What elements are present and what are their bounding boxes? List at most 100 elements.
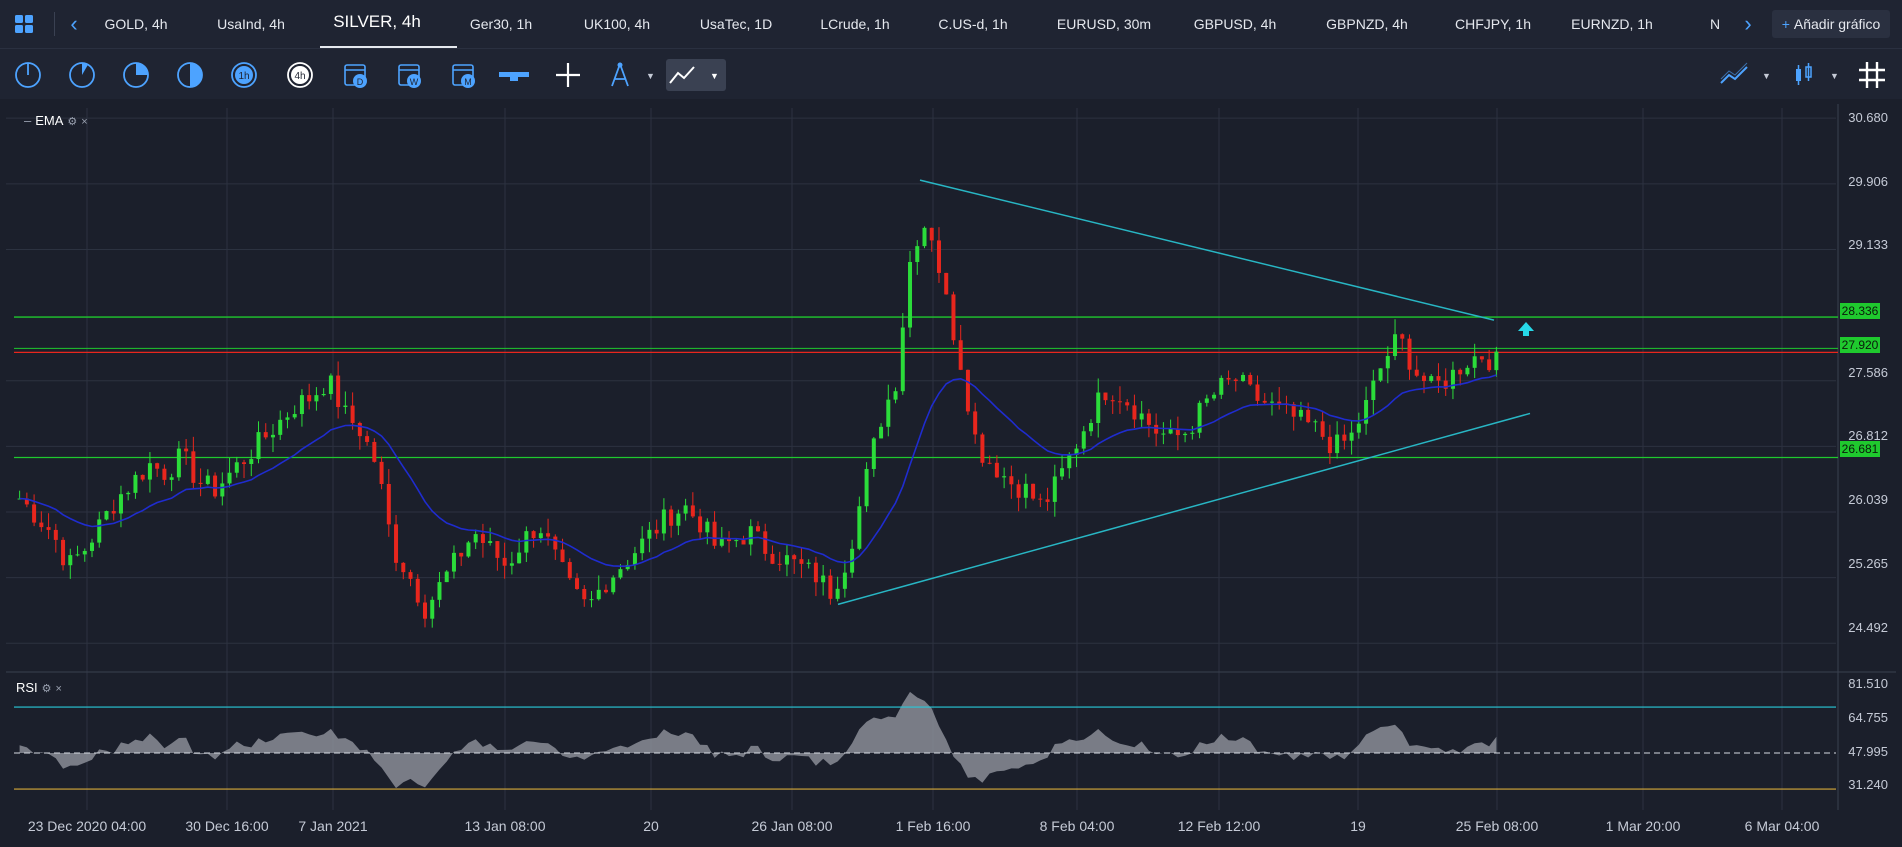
- time-axis-label: 6 Mar 04:00: [1744, 818, 1820, 834]
- range-selector-icon[interactable]: [498, 59, 530, 91]
- chart-type-caret-icon[interactable]: ▼: [1830, 71, 1839, 81]
- close-icon[interactable]: ×: [55, 683, 62, 695]
- level-price-tag: 26.681: [1840, 441, 1880, 457]
- time-axis-label: 20: [643, 818, 659, 834]
- rsi-axis-label: 64.755: [1848, 710, 1888, 725]
- chart-type-candles-icon[interactable]: [1788, 59, 1820, 91]
- rsi-axis-label: 47.995: [1848, 744, 1888, 759]
- candle-body: [654, 529, 659, 534]
- tab-eurnzd-1h[interactable]: EURNZD, 1h: [1571, 16, 1653, 32]
- candle-body: [575, 578, 580, 589]
- candle-body: [1067, 454, 1072, 469]
- layout-grid-icon[interactable]: [14, 14, 34, 34]
- tab-n[interactable]: N: [1709, 16, 1721, 32]
- candle-body: [234, 462, 239, 473]
- tab-uk100-4h[interactable]: UK100, 4h: [583, 16, 651, 32]
- timeframe-daily-button[interactable]: D: [340, 59, 372, 91]
- candle-body: [1045, 499, 1050, 502]
- rsi-indicator-label[interactable]: RSI ⚙ ×: [16, 680, 62, 695]
- candle-body: [1306, 409, 1311, 423]
- drawing-tools-caret-icon[interactable]: ▼: [646, 71, 655, 81]
- line-tool-button[interactable]: ▼: [666, 59, 726, 91]
- grid-toggle-icon[interactable]: [1856, 59, 1888, 91]
- time-axis-label: 30 Dec 16:00: [185, 818, 269, 834]
- tab-usatec-1d[interactable]: UsaTec, 1D: [699, 16, 773, 32]
- alert-arrow-icon[interactable]: [1518, 322, 1534, 336]
- candle-body: [951, 294, 956, 341]
- candle-body: [147, 463, 152, 480]
- candle-body: [1183, 433, 1188, 436]
- tab-c-us-d-1h[interactable]: C.US-d, 1h: [938, 16, 1008, 32]
- price-axis-label: 29.133: [1848, 237, 1888, 252]
- candle-body: [1110, 400, 1115, 402]
- candle-body: [1436, 376, 1441, 381]
- candle-body: [1465, 367, 1470, 375]
- candle-body: [343, 405, 348, 408]
- close-icon[interactable]: ×: [81, 116, 88, 128]
- time-axis-label: 13 Jan 08:00: [464, 818, 546, 834]
- candle-body: [842, 572, 847, 589]
- tab-gbpnzd-4h[interactable]: GBPNZD, 4h: [1326, 16, 1408, 32]
- timeframe-30m-button[interactable]: [174, 59, 206, 91]
- drawing-tools-icon[interactable]: [604, 59, 636, 91]
- candle-body: [1291, 404, 1296, 417]
- rsi-panel: [14, 691, 1836, 790]
- timeframe-15m-button[interactable]: [120, 59, 152, 91]
- candle-body: [1241, 374, 1246, 382]
- tab-gbpusd-4h[interactable]: GBPUSD, 4h: [1193, 16, 1277, 32]
- candle-body: [813, 562, 818, 583]
- chart-toolbar: 1h 4h D W M ▼ ▼ ▼ ▼: [0, 49, 1902, 99]
- candle-body: [1009, 476, 1014, 485]
- candle-body: [1320, 421, 1325, 437]
- candle-body: [249, 459, 254, 464]
- svg-text:1h: 1h: [238, 71, 249, 82]
- candle-body: [1313, 421, 1318, 423]
- settings-icon[interactable]: ⚙: [67, 116, 78, 128]
- indicators-caret-icon[interactable]: ▼: [1762, 71, 1771, 81]
- timeframe-4h-button[interactable]: 4h: [284, 59, 316, 91]
- tab-lcrude-1h[interactable]: LCrude, 1h: [820, 16, 890, 32]
- candle-body: [451, 552, 456, 572]
- candle-body: [980, 434, 985, 463]
- candle-body: [1125, 402, 1130, 406]
- candle-body: [336, 375, 341, 408]
- candle-body: [1458, 369, 1463, 375]
- timeframe-1m-button[interactable]: [12, 59, 44, 91]
- tab-gold-4h[interactable]: GOLD, 4h: [104, 16, 168, 32]
- candle-body: [864, 468, 869, 507]
- timeframe-monthly-button[interactable]: M: [448, 59, 480, 91]
- candle-body: [1154, 424, 1159, 434]
- timeframe-weekly-button[interactable]: W: [394, 59, 426, 91]
- timeframe-5m-button[interactable]: [66, 59, 98, 91]
- candle-body: [1233, 379, 1238, 382]
- candle-body: [965, 369, 970, 412]
- add-chart-button[interactable]: + Añadir gráfico: [1772, 10, 1890, 38]
- candle-body: [82, 550, 87, 555]
- candle-body: [763, 531, 768, 554]
- tab-eurusd-30m[interactable]: EURUSD, 30m: [1056, 16, 1152, 32]
- settings-icon[interactable]: ⚙: [41, 683, 52, 695]
- candle-body: [727, 538, 732, 542]
- scroll-right-icon[interactable]: ›: [1744, 11, 1752, 36]
- candle-body: [1023, 483, 1028, 498]
- candle-body: [140, 474, 145, 480]
- price-axis-label: 26.039: [1848, 492, 1888, 507]
- candle-body: [1414, 369, 1419, 376]
- candle-body: [1197, 402, 1202, 433]
- indicators-icon[interactable]: [1718, 59, 1750, 91]
- tab-ger30-1h[interactable]: Ger30, 1h: [469, 16, 533, 32]
- crosshair-icon[interactable]: [552, 59, 584, 91]
- candle-body: [994, 462, 999, 478]
- tab-chfjpy-1h[interactable]: CHFJPY, 1h: [1455, 16, 1531, 32]
- collapse-icon[interactable]: –: [24, 113, 32, 128]
- ema-indicator-label[interactable]: – EMA ⚙ ×: [24, 113, 88, 128]
- candle-body: [886, 399, 891, 427]
- ema-path: [19, 374, 1497, 568]
- candle-body: [68, 555, 73, 566]
- timeframe-1h-button[interactable]: 1h: [228, 59, 260, 91]
- scroll-left-icon[interactable]: ‹: [70, 11, 78, 36]
- candle-body: [538, 533, 543, 539]
- tab-usaind-4h[interactable]: UsaInd, 4h: [217, 16, 285, 32]
- tab-silver-4h[interactable]: SILVER, 4h: [333, 12, 421, 31]
